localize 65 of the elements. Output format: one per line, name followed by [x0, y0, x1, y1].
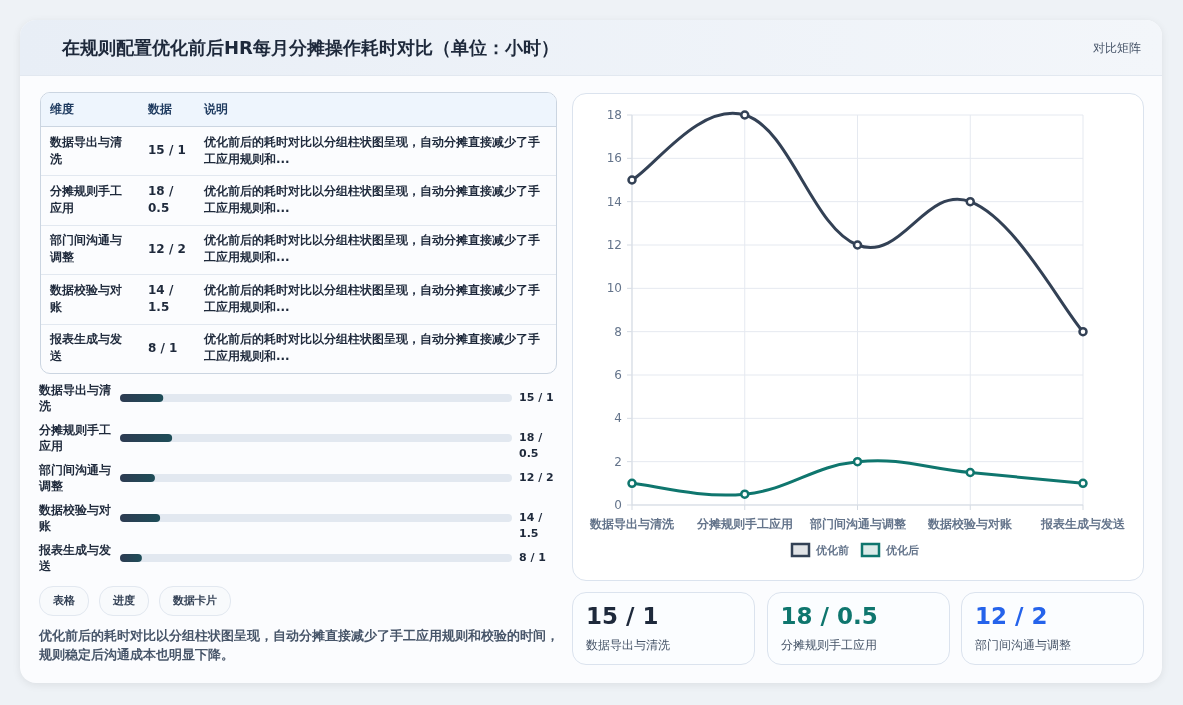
text: 数据: [148, 101, 173, 118]
bar: [120, 474, 155, 482]
legend-label: 优化后: [885, 544, 919, 557]
point: [852, 456, 863, 467]
text: 14 / 1.5: [148, 281, 175, 316]
text: 18 / 0.5: [148, 183, 175, 218]
x-tick-label: 数据导出与清洗: [589, 517, 675, 531]
bar: [120, 434, 173, 442]
text: 18 / 0.5: [780, 603, 878, 629]
y-tick-label: 数据导出与清洗: [39, 382, 112, 414]
text: 12 / 2: [519, 470, 555, 486]
text: 8 / 1: [148, 339, 179, 357]
text: 15 / 1: [148, 142, 187, 160]
text: 18 / 0.5: [519, 430, 544, 462]
y-tick-label: 0: [614, 498, 622, 512]
text: 维度: [50, 101, 75, 118]
point: [1078, 326, 1088, 337]
point: [852, 240, 863, 250]
text: 15 / 1: [586, 603, 659, 629]
text: 部门间沟通与调整: [975, 637, 1071, 654]
text: 表格: [39, 586, 89, 616]
point: [740, 110, 750, 120]
text: 优化前后的耗时对比以分组柱状图呈现，自动分摊直接减少了手工应用规则和...: [204, 183, 541, 218]
y-tick-label: 报表生成与发送: [39, 542, 112, 574]
x-tick-label: 分摊规则手工应用: [695, 517, 793, 531]
bar: [120, 394, 164, 402]
text: 分摊规则手工应用: [780, 637, 877, 654]
x-tick-label: 报表生成与发送: [1040, 517, 1126, 531]
point: [965, 196, 975, 207]
text: 8 / 1: [519, 550, 547, 566]
y-tick-label: 分摊规则手工应用: [39, 422, 112, 454]
text: 数据卡片: [159, 586, 231, 616]
bar: [120, 514, 161, 522]
x-tick-label: 部门间沟通与调整: [808, 517, 907, 531]
y-tick-label: 18: [606, 108, 622, 122]
y-tick-label: 部门间沟通与调整: [39, 462, 112, 494]
point: [627, 478, 637, 489]
text: 说明: [204, 101, 229, 118]
text: 优化前后的耗时对比以分组柱状图呈现，自动分摊直接减少了手工应用规则和...: [204, 133, 541, 168]
text: 在规则配置优化前后HR每月分摊操作耗时对比（单位：小时）: [62, 36, 559, 60]
text: 15 / 1: [519, 390, 555, 406]
text: 12 / 2: [148, 241, 187, 258]
text: 12 / 2: [975, 603, 1048, 629]
text: 14 / 1.5: [519, 510, 544, 542]
point: [1078, 478, 1088, 489]
text: 优化前后的耗时对比以分组柱状图呈现，自动分摊直接减少了手工应用规则和...: [204, 232, 541, 267]
y-tick-label: 10: [606, 281, 622, 296]
text: 进度: [99, 586, 149, 616]
y-tick-label: 8: [614, 324, 622, 339]
y-tick-label: 4: [614, 411, 622, 426]
text: 优化前后的耗时对比以分组柱状图呈现，自动分摊直接减少了手工应用规则和...: [204, 331, 541, 366]
text: 对比矩阵: [1092, 40, 1141, 57]
point: [965, 467, 975, 478]
legend-label: 优化前: [815, 544, 849, 557]
text: 优化前后的耗时对比以分组柱状图呈现，自动分摊直接减少了手工应用规则和校验的时间，规则稳定后沟通成本也明显下降。: [39, 627, 559, 664]
y-tick-label: 14: [606, 194, 622, 209]
y-tick-label: 6: [614, 368, 622, 382]
text: 优化前后的耗时对比以分组柱状图呈现，自动分摊直接减少了手工应用规则和...: [204, 281, 541, 316]
point: [740, 489, 750, 499]
bar: [120, 554, 142, 562]
y-tick-label: 12: [606, 238, 622, 252]
point: [627, 175, 637, 185]
x-tick-label: 数据校验与对账: [927, 517, 1014, 531]
y-tick-label: 2: [614, 454, 622, 469]
y-tick-label: 16: [606, 151, 622, 166]
